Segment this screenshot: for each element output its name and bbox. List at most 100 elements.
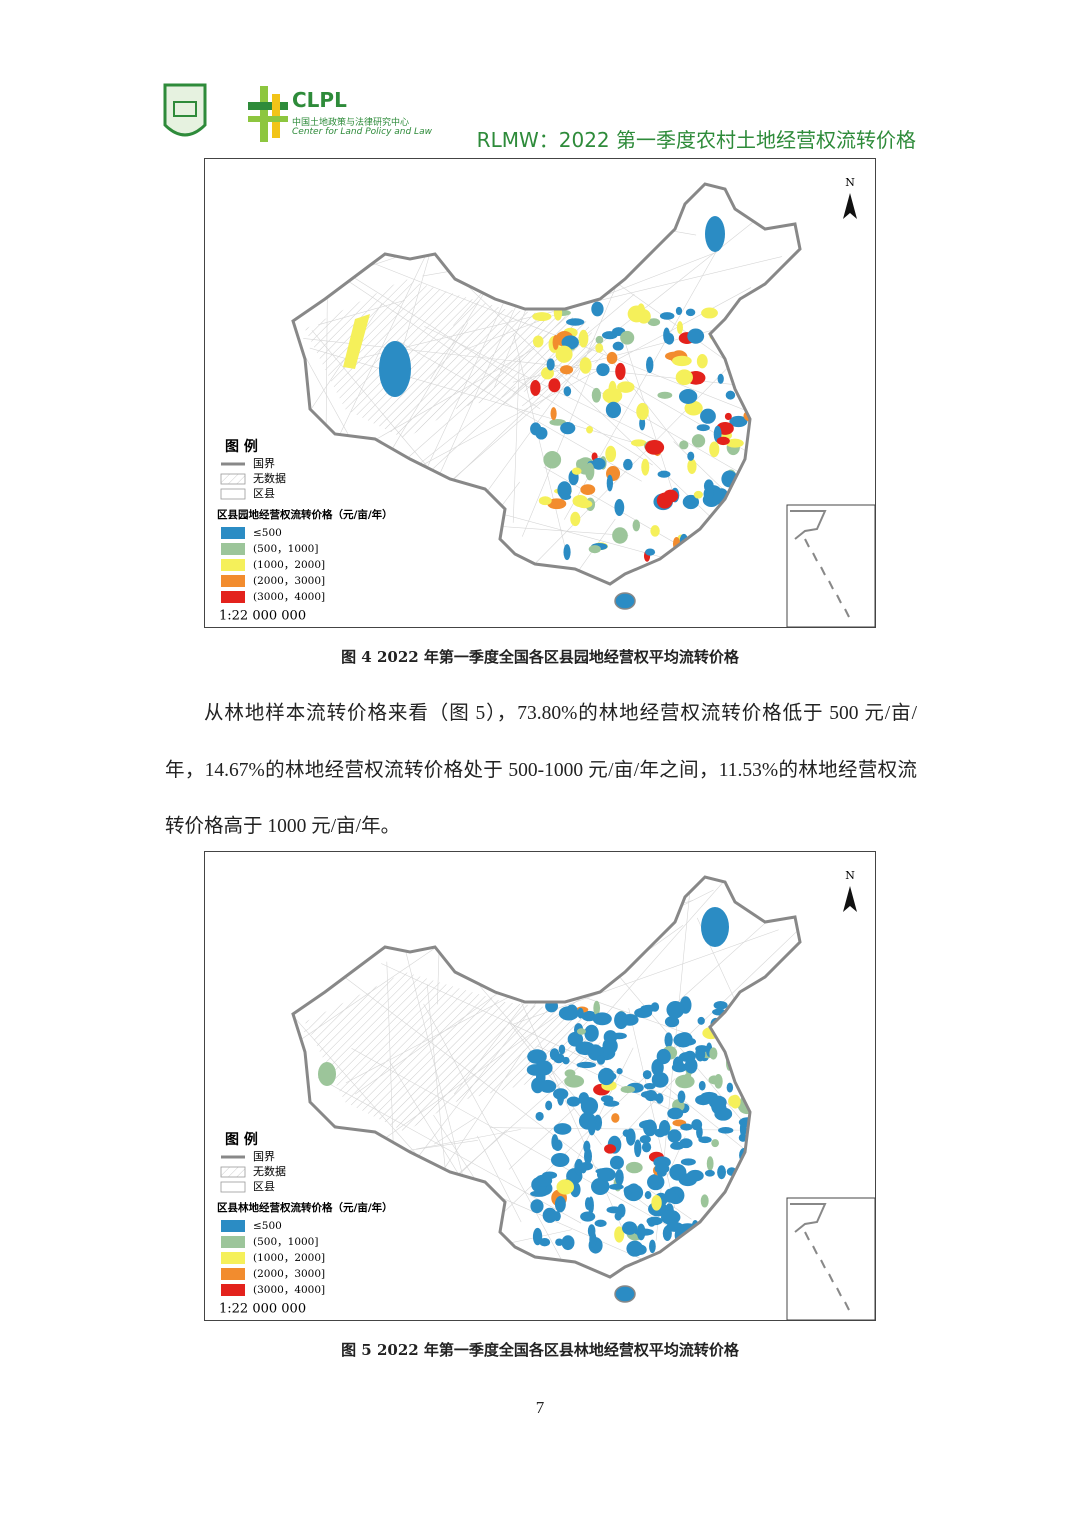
district-fill [748, 367, 755, 383]
district-line [339, 936, 468, 943]
district-fill [588, 545, 601, 554]
legend-swatch [221, 1252, 245, 1264]
inset-coast [790, 510, 827, 540]
district-fill [639, 416, 646, 431]
district-fill [553, 1123, 572, 1135]
university-logo [163, 83, 207, 137]
district-line [309, 347, 640, 445]
district-line [317, 1077, 582, 1224]
hainan [614, 592, 636, 610]
district-fill [728, 1095, 740, 1108]
district-fill [530, 1199, 544, 1214]
district-fill [733, 344, 742, 357]
national-border [291, 875, 802, 1279]
district-fill [564, 1075, 585, 1088]
district-fill [559, 365, 574, 375]
district-fill [639, 1120, 653, 1130]
district-fill [670, 1141, 684, 1149]
district-fill [566, 318, 585, 326]
district-fill [596, 363, 610, 377]
district-line [627, 241, 638, 249]
district-fill [740, 1238, 757, 1247]
district-fill [646, 1216, 663, 1226]
district-fill [695, 1094, 712, 1106]
district-fill [726, 1082, 734, 1093]
district-fill [718, 1127, 734, 1134]
district-fill [561, 1235, 575, 1251]
district-fill [550, 407, 557, 421]
district-line [477, 1135, 522, 1223]
hainan [614, 1285, 636, 1303]
logo-abbr: CLPL [292, 88, 347, 112]
district-fill [697, 1016, 705, 1025]
district-fill [591, 301, 604, 317]
district-fill [534, 1174, 553, 1187]
inset-dash [836, 1287, 842, 1297]
district-fill [676, 321, 683, 335]
legend-swatch [221, 1284, 245, 1296]
district-fill [587, 1117, 596, 1136]
district-fill [675, 369, 693, 386]
district-fill [546, 358, 555, 371]
inset-box [786, 1197, 875, 1320]
district-fill [641, 1141, 652, 1153]
district-fill [717, 1165, 727, 1180]
district-fill [622, 1221, 638, 1235]
district-fill [731, 1044, 739, 1058]
legend-label: (2000，3000] [253, 575, 325, 587]
district-fill [666, 1000, 685, 1019]
inset-dash [844, 608, 850, 618]
district-fill [698, 545, 713, 557]
class-title: 区县园地经营权流转价格（元/亩/年） [217, 508, 393, 521]
legend-label: 无数据 [253, 471, 286, 485]
district-fill [711, 1139, 719, 1148]
district-fill [661, 1209, 681, 1225]
district-fill [663, 489, 679, 503]
district-fill [606, 1206, 622, 1214]
district-fill [709, 1047, 718, 1060]
district-fill [695, 1046, 706, 1062]
district-fill [711, 1096, 722, 1114]
district-fill [604, 1144, 617, 1154]
district-fill [580, 484, 596, 495]
district-fill [728, 331, 745, 346]
district-line [512, 359, 520, 523]
legend-swatch [221, 1236, 245, 1248]
district-fill [716, 436, 730, 446]
district-fill [639, 1135, 651, 1144]
district-fill [545, 1100, 553, 1111]
district-fill [646, 356, 654, 374]
district-fill [683, 544, 699, 555]
inset-dash [820, 1259, 826, 1269]
district-fill [649, 1239, 656, 1254]
district-fill [737, 327, 748, 335]
district-fill [679, 440, 689, 450]
district-fill [717, 373, 724, 384]
district-fill [532, 1227, 543, 1246]
district-fill [644, 1191, 652, 1200]
district-line [303, 1028, 309, 1033]
district-fill [721, 507, 733, 523]
district-fill [539, 1238, 551, 1247]
figure-map: N 图 例国界 无数据 区县 区县林地经营权流转价格（元/亩/年） ≤500 (500，10… [204, 851, 876, 1321]
district-fill [575, 1041, 596, 1056]
district-fill [731, 308, 749, 327]
district-fill [734, 377, 754, 392]
district-fill [527, 1049, 547, 1064]
district-fill [691, 434, 706, 448]
legend-label: (2000，3000] [253, 1268, 325, 1280]
district-line [329, 245, 751, 413]
district-fill [724, 412, 732, 421]
district-fill [623, 458, 633, 471]
district-fill [630, 439, 647, 447]
north-arrow [843, 193, 857, 219]
district-fill [586, 425, 594, 434]
district-fill [614, 499, 625, 516]
district-fill [615, 1169, 624, 1186]
district-fill [657, 470, 671, 478]
district-fill [645, 439, 665, 455]
district-fill [647, 318, 661, 327]
district-fill [736, 342, 748, 351]
district-fill [687, 328, 705, 344]
